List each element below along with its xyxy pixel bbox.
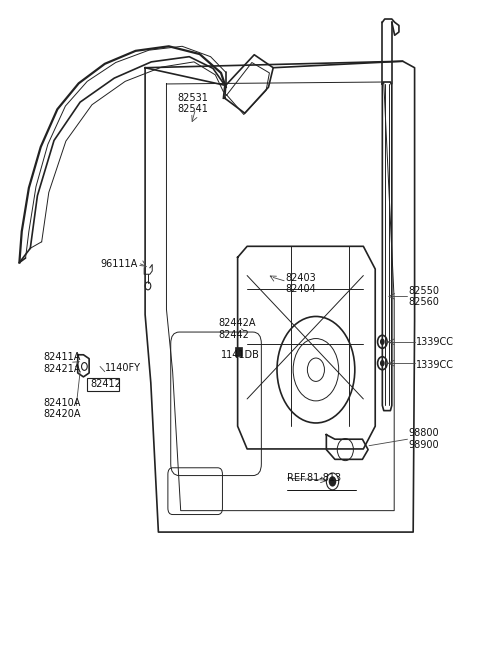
Text: 1339CC: 1339CC [416,337,454,346]
Circle shape [329,476,336,487]
Text: 82531
82541: 82531 82541 [177,92,208,114]
Text: 82412: 82412 [91,379,121,389]
Text: 1140FY: 1140FY [105,364,141,373]
Circle shape [380,339,384,345]
Text: 82411A
82421A: 82411A 82421A [43,352,81,374]
Text: 82403
82404: 82403 82404 [285,272,316,294]
Bar [87,378,120,391]
Text: 82410A
82420A: 82410A 82420A [43,398,81,419]
Bar [235,347,242,356]
Circle shape [380,360,384,366]
Text: 82442A
82442: 82442A 82442 [219,318,256,339]
Text: 82550
82560: 82550 82560 [408,286,439,307]
Text: 1141DB: 1141DB [221,350,260,360]
Text: 1339CC: 1339CC [416,360,454,369]
Text: REF.81-813: REF.81-813 [288,473,342,483]
Text: 96111A: 96111A [101,259,138,269]
Text: 98800
98900: 98800 98900 [408,428,439,450]
